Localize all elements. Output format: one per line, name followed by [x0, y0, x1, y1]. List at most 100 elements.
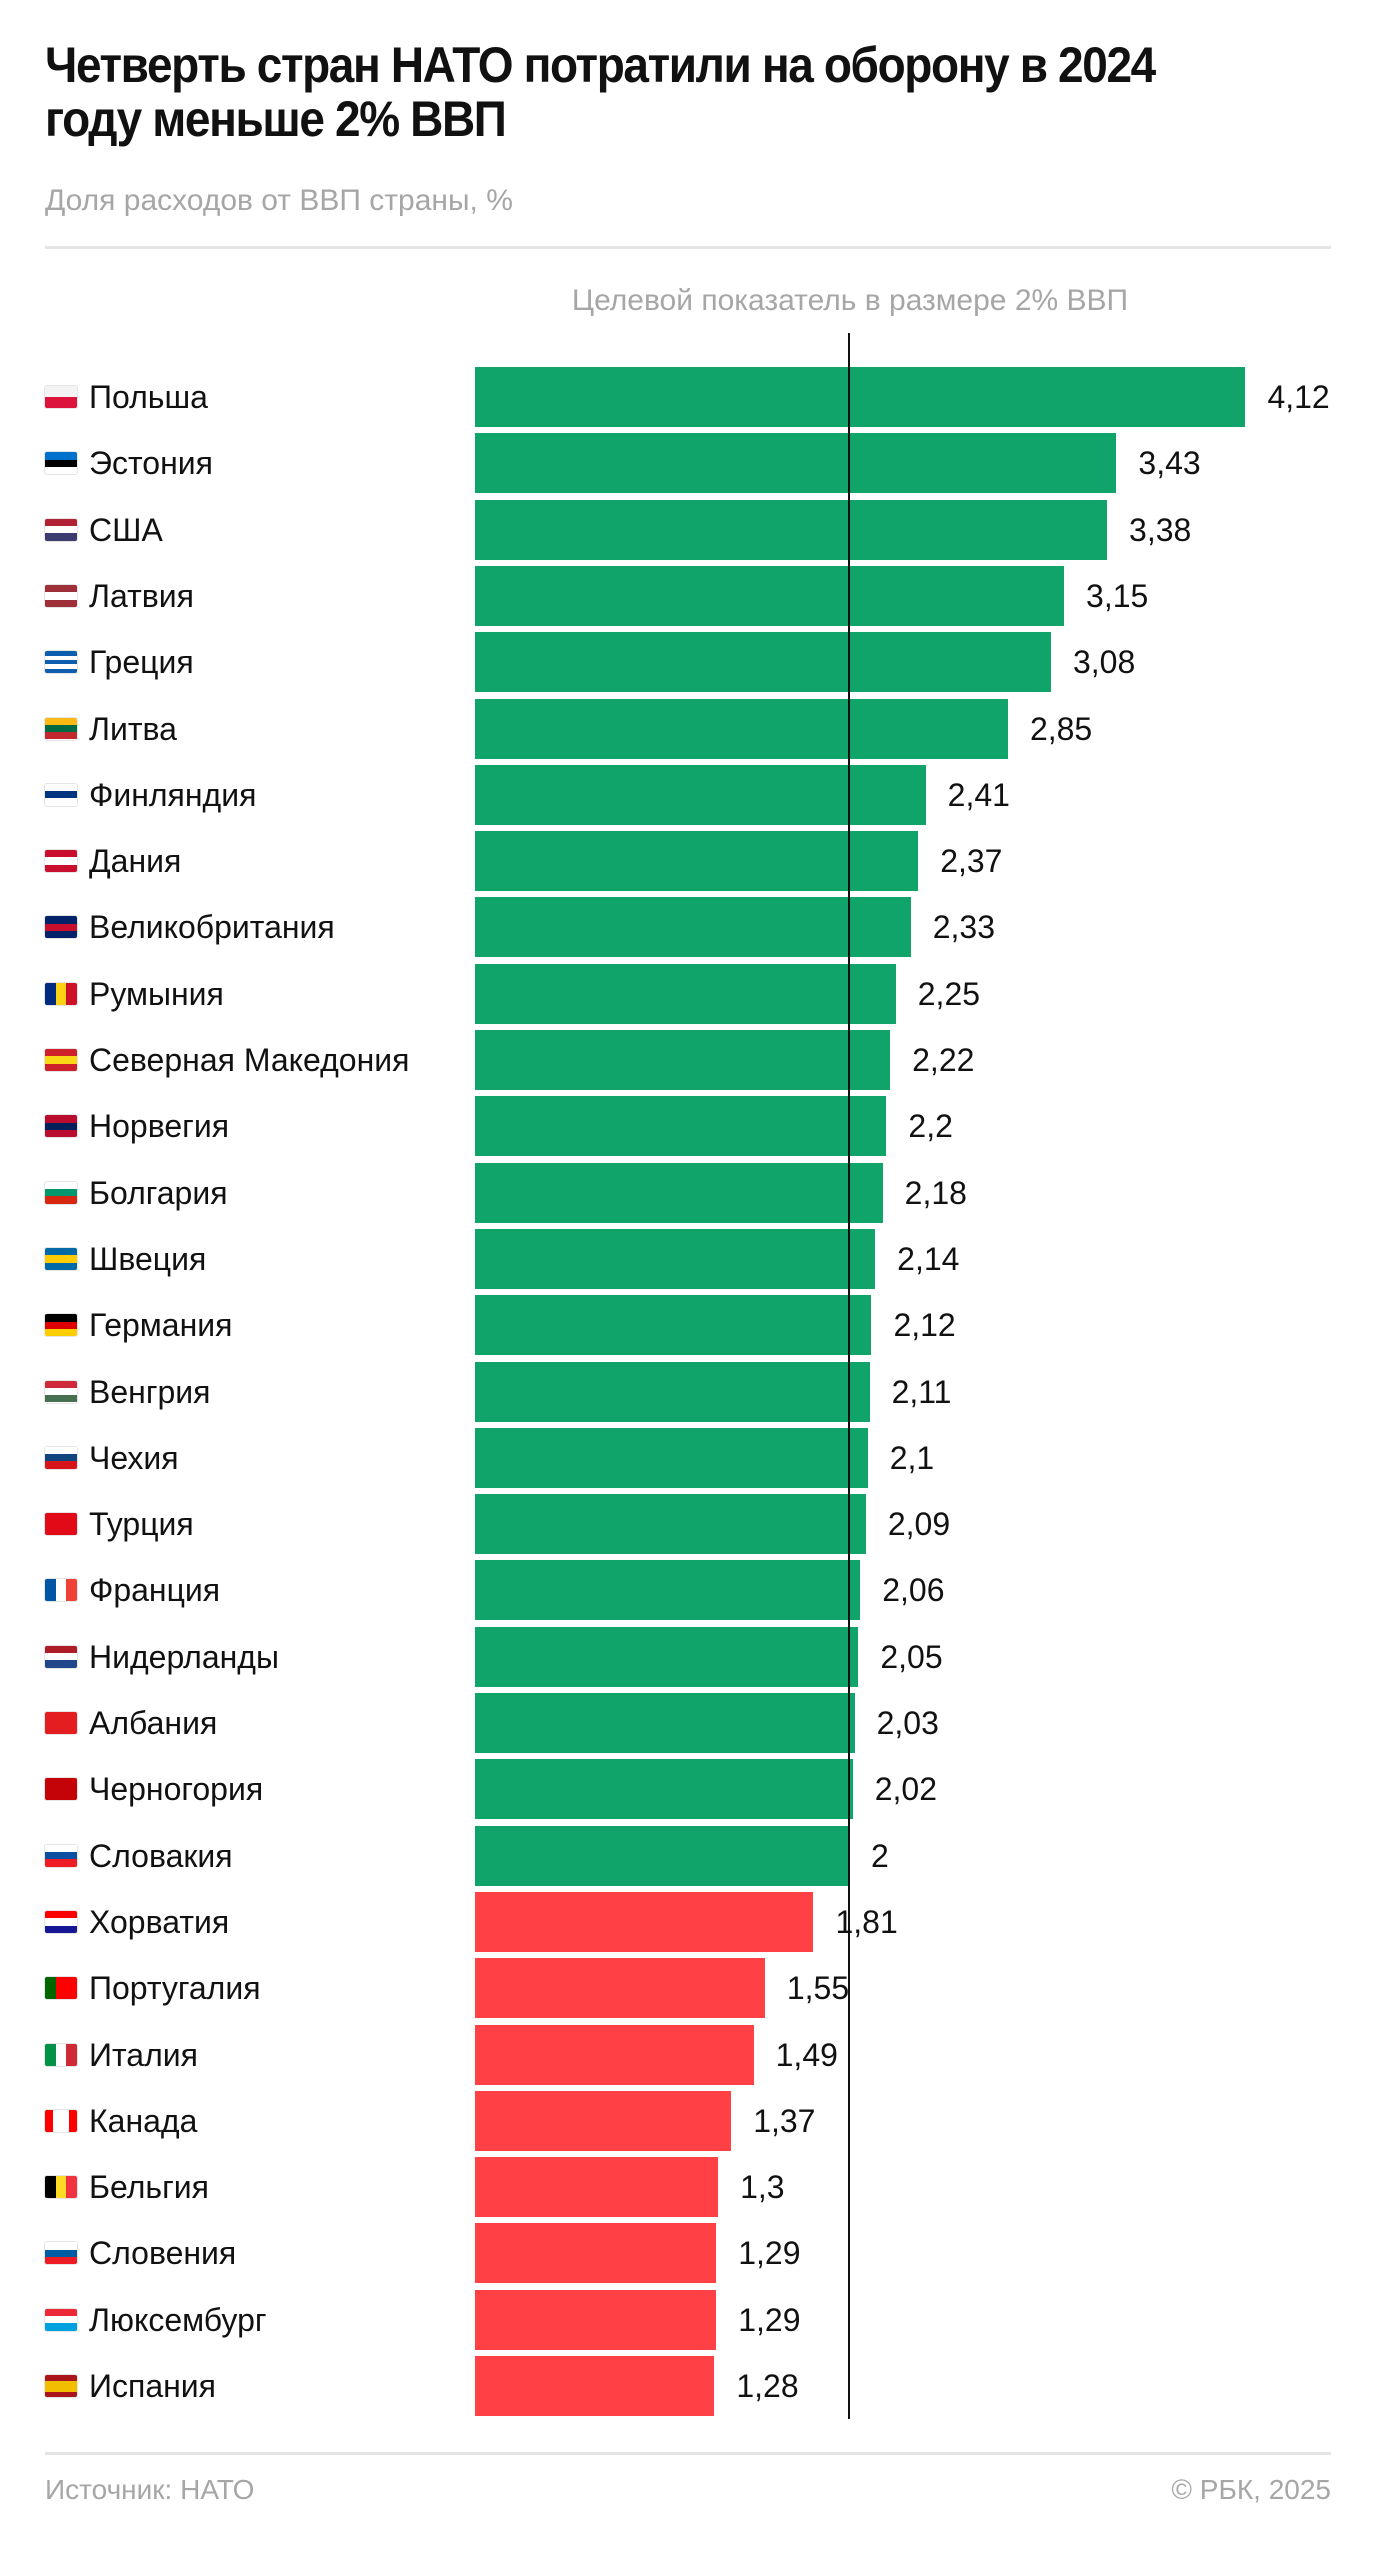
value-label: 2,06	[882, 1572, 945, 1609]
value-label: 1,28	[736, 2368, 799, 2404]
bar	[475, 1295, 872, 1356]
bar	[475, 1560, 861, 1621]
flag-icon	[45, 717, 77, 740]
bar-row: США 3,38	[0, 497, 1376, 563]
bar	[475, 1228, 876, 1289]
category-label: Канада	[89, 2102, 198, 2139]
flag-icon	[45, 1049, 77, 1071]
value-label: 1,81	[835, 1903, 898, 1940]
flag-icon	[45, 1115, 77, 1138]
bar	[475, 1693, 855, 1753]
category-label: Чехия	[89, 1439, 179, 1476]
bar-row: Литва 2,85	[0, 696, 1376, 762]
value-label: 3,38	[1129, 511, 1192, 548]
category-label: Хорватия	[89, 1903, 230, 1940]
bar-row: Турция 2,09	[0, 1491, 1376, 1557]
category-label: Польша	[89, 379, 208, 415]
category-label: Венгрия	[89, 1373, 211, 1410]
bar	[475, 1626, 859, 1687]
bar-row: Словакия 2	[0, 1823, 1376, 1889]
bar-row: Германия 2,12	[0, 1292, 1376, 1358]
copyright: © РБК, 2025	[1171, 2474, 1331, 2505]
bar-row: Нидерланды 2,05	[0, 1624, 1376, 1690]
category-label: Турция	[89, 1506, 194, 1543]
value-label: 1,3	[740, 2169, 785, 2206]
value-label: 2,1	[889, 1439, 935, 1476]
target-line-label: Целевой показатель в размере 2% ВВП	[571, 284, 1129, 317]
flag-icon	[45, 651, 77, 674]
flag-icon	[45, 584, 77, 607]
flag-icon	[45, 1314, 77, 1337]
value-label: 3,08	[1072, 644, 1136, 681]
value-label: 2,14	[897, 1240, 960, 1277]
category-label: Испания	[89, 2368, 216, 2404]
source-note: Источник: НАТО	[45, 2474, 255, 2505]
target-line	[848, 333, 850, 2419]
bar	[475, 764, 926, 825]
value-label: 2,11	[891, 1373, 952, 1410]
bar	[475, 897, 911, 958]
category-label: Албания	[89, 1705, 218, 1741]
flag-icon	[45, 1778, 77, 1801]
category-label: Великобритания	[89, 909, 335, 946]
flag-icon	[45, 982, 77, 1005]
category-label: Румыния	[89, 975, 224, 1012]
flag-icon	[45, 2109, 77, 2132]
bar-row: Албания 2,03	[0, 1690, 1376, 1756]
value-label: 2,03	[876, 1705, 939, 1741]
category-label: Черногория	[89, 1771, 264, 1808]
value-label: 2,09	[887, 1506, 951, 1543]
category-label: Словения	[89, 2235, 237, 2272]
bar	[475, 1759, 853, 1820]
bar	[475, 1096, 887, 1157]
bar	[475, 1958, 765, 2019]
category-label: Северная Македония	[89, 1042, 410, 1078]
bar-row: Швеция 2,14	[0, 1226, 1376, 1292]
bar-row: Канада 1,37	[0, 2088, 1376, 2154]
value-label: 2,85	[1029, 710, 1093, 747]
flag-icon	[45, 386, 77, 408]
category-label: Болгария	[89, 1174, 228, 1211]
flag-icon	[45, 783, 77, 806]
flag-icon	[45, 1977, 77, 2000]
value-label: 2,25	[917, 975, 981, 1012]
flag-icon	[45, 2375, 77, 2397]
flag-icon	[45, 452, 77, 475]
bar	[475, 1162, 883, 1223]
category-label: Италия	[89, 2036, 198, 2073]
bar-row: Венгрия 2,11	[0, 1359, 1376, 1425]
value-label: 2,2	[908, 1108, 953, 1145]
value-label: 4,12	[1267, 379, 1330, 415]
bar-row: Люксембург 1,29	[0, 2287, 1376, 2353]
value-label: 1,55	[786, 1970, 850, 2007]
category-label: Финляндия	[89, 776, 257, 813]
bar	[475, 1361, 870, 1422]
bar-row: Польша 4,12	[0, 364, 1376, 430]
category-label: Норвегия	[89, 1108, 230, 1145]
category-label: Нидерланды	[89, 1638, 279, 1675]
flag-icon	[45, 2308, 77, 2331]
bar	[475, 1891, 814, 1952]
bar-row: Испания 1,28	[0, 2353, 1376, 2419]
bar-row: Северная Македония 2,22	[0, 1027, 1376, 1093]
flag-icon	[45, 1712, 77, 1734]
bar-row: Норвегия 2,2	[0, 1093, 1376, 1159]
bar-row: Великобритания 2,33	[0, 894, 1376, 960]
bar	[475, 698, 1008, 759]
category-label: Латвия	[89, 577, 194, 614]
bottom-divider	[45, 2452, 1331, 2455]
bar	[475, 1427, 868, 1488]
value-label: 1,49	[775, 2036, 838, 2073]
flag-icon	[45, 1446, 77, 1469]
bar	[475, 2356, 715, 2416]
flag-icon	[45, 2242, 77, 2265]
flag-icon	[45, 1579, 77, 1602]
flag-icon	[45, 1844, 77, 1867]
value-label: 2	[871, 1837, 889, 1874]
flag-icon	[45, 1513, 77, 1536]
bar	[475, 565, 1065, 626]
value-label: 3,15	[1086, 577, 1149, 614]
value-label: 1,29	[738, 2235, 801, 2272]
chart-title: Четверть стран НАТО потратили на оборону…	[45, 37, 1156, 147]
bar	[475, 2090, 732, 2151]
